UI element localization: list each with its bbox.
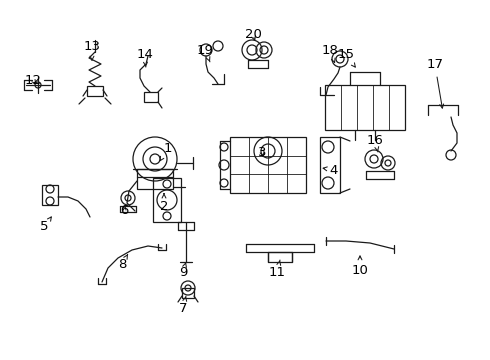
Text: 18: 18 <box>321 44 339 62</box>
Text: 1: 1 <box>160 141 172 161</box>
Text: 5: 5 <box>40 217 51 234</box>
Text: 6: 6 <box>120 203 128 216</box>
Text: 4: 4 <box>323 163 338 176</box>
Bar <box>320 137 340 193</box>
Bar <box>230 137 306 193</box>
Bar <box>144 92 158 102</box>
Text: 13: 13 <box>83 40 100 60</box>
Text: 7: 7 <box>179 296 187 315</box>
Text: 9: 9 <box>179 262 187 279</box>
Bar <box>137 169 173 189</box>
Text: 8: 8 <box>118 255 128 270</box>
Bar <box>268 252 292 262</box>
Text: 16: 16 <box>367 134 384 152</box>
Text: 2: 2 <box>160 194 168 212</box>
Text: 10: 10 <box>351 256 368 276</box>
Bar <box>182 288 194 298</box>
Text: 15: 15 <box>338 49 355 67</box>
Bar <box>153 178 181 222</box>
Text: 3: 3 <box>258 145 266 158</box>
Text: 11: 11 <box>269 260 286 279</box>
Text: 12: 12 <box>24 73 42 86</box>
Text: 14: 14 <box>137 49 153 67</box>
Text: 20: 20 <box>245 28 262 41</box>
Text: 19: 19 <box>196 44 214 62</box>
Bar <box>325 85 405 130</box>
Bar <box>42 185 58 205</box>
Bar <box>87 86 103 96</box>
Text: 17: 17 <box>426 58 443 108</box>
